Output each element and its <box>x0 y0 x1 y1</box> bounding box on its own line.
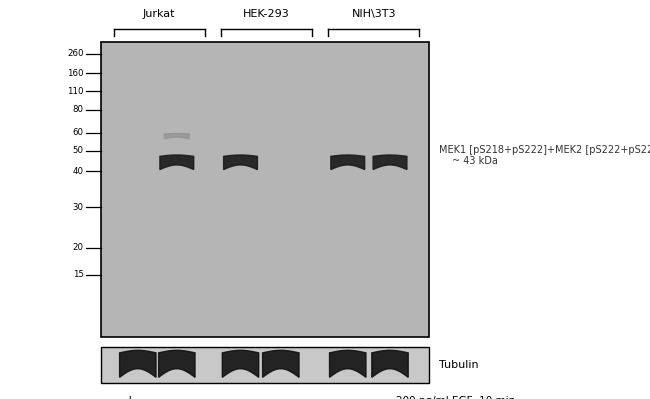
Polygon shape <box>159 350 195 377</box>
Text: ~ 43 kDa: ~ 43 kDa <box>452 156 498 166</box>
Polygon shape <box>164 134 189 139</box>
Polygon shape <box>222 350 259 377</box>
Text: 260: 260 <box>68 49 84 58</box>
Polygon shape <box>373 155 407 170</box>
Polygon shape <box>224 155 257 170</box>
Text: +: + <box>125 395 135 399</box>
Polygon shape <box>330 350 366 377</box>
Text: 80: 80 <box>73 105 84 114</box>
Text: MEK1 [pS218+pS222]+MEK2 [pS222+pS226]: MEK1 [pS218+pS222]+MEK2 [pS222+pS226] <box>439 145 650 155</box>
Text: HEK-293: HEK-293 <box>243 9 290 19</box>
Text: 15: 15 <box>73 270 84 279</box>
Text: 60: 60 <box>73 128 84 137</box>
Text: NIH\3T3: NIH\3T3 <box>352 9 396 19</box>
Polygon shape <box>263 350 299 377</box>
Polygon shape <box>120 350 156 377</box>
Text: 200 ng/ml EGF, 10 min: 200 ng/ml EGF, 10 min <box>396 396 515 399</box>
Text: 110: 110 <box>68 87 84 96</box>
Text: 50: 50 <box>73 146 84 155</box>
FancyBboxPatch shape <box>101 42 429 337</box>
Text: Tubulin: Tubulin <box>439 360 478 370</box>
FancyBboxPatch shape <box>101 347 429 383</box>
Text: 30: 30 <box>73 203 84 212</box>
Text: Jurkat: Jurkat <box>143 9 176 19</box>
Text: 40: 40 <box>73 167 84 176</box>
Text: 20: 20 <box>73 243 84 252</box>
Text: 160: 160 <box>68 69 84 78</box>
Polygon shape <box>160 155 194 170</box>
Polygon shape <box>372 350 408 377</box>
Polygon shape <box>331 155 365 170</box>
